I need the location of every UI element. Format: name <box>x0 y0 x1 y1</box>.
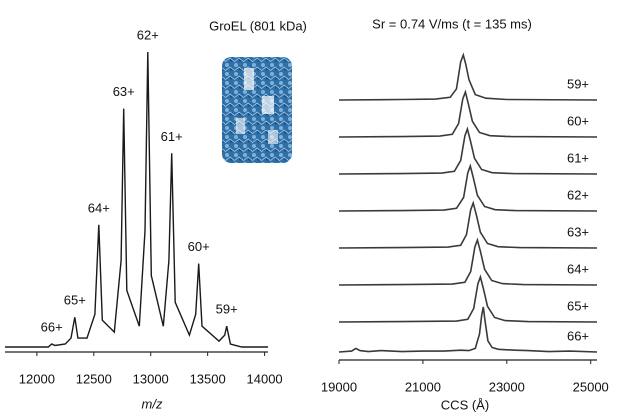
inset-label: GroEL (801 kDa) <box>209 18 307 33</box>
peak-label: 61+ <box>161 129 183 144</box>
trace-label: 64+ <box>567 261 589 276</box>
trace <box>338 306 598 353</box>
peak-label: 64+ <box>88 200 110 215</box>
trace-label: 59+ <box>567 76 589 91</box>
trace <box>338 52 598 101</box>
peak-label: 59+ <box>216 302 238 317</box>
peak-label: 62+ <box>137 27 159 42</box>
trace <box>338 163 598 212</box>
trace <box>338 126 598 175</box>
protein-structure <box>222 57 292 163</box>
x-axis-label: m/z <box>142 396 163 411</box>
trace <box>338 274 598 323</box>
trace-label: 65+ <box>567 298 589 313</box>
trace-label: 63+ <box>567 224 589 239</box>
x-tick-label: 12500 <box>76 371 112 386</box>
trace <box>338 89 598 138</box>
trace-label: 66+ <box>567 328 589 343</box>
chart-title: Sr = 0.74 V/ms (t = 135 ms) <box>372 16 532 31</box>
x-tick-label: 13000 <box>133 371 169 386</box>
trace-label: 60+ <box>567 113 589 128</box>
x-tick-label: 14000 <box>247 371 283 386</box>
peak-label: 66+ <box>41 319 63 334</box>
x-tick-label: 25000 <box>573 379 609 394</box>
spectrum <box>5 51 268 348</box>
x-tick-label: 12000 <box>19 371 55 386</box>
x-tick-label: 19000 <box>321 379 357 394</box>
peak-label: 63+ <box>113 84 135 99</box>
peak-label: 65+ <box>64 293 86 308</box>
x-tick-label: 23000 <box>489 379 525 394</box>
x-tick-label: 13500 <box>190 371 226 386</box>
trace <box>338 237 598 286</box>
x-axis-label: CCS (Å) <box>441 397 489 412</box>
trace-label: 62+ <box>567 187 589 202</box>
trace <box>338 200 598 249</box>
x-tick-label: 21000 <box>405 379 441 394</box>
trace-label: 61+ <box>567 150 589 165</box>
peak-label: 60+ <box>188 239 210 254</box>
